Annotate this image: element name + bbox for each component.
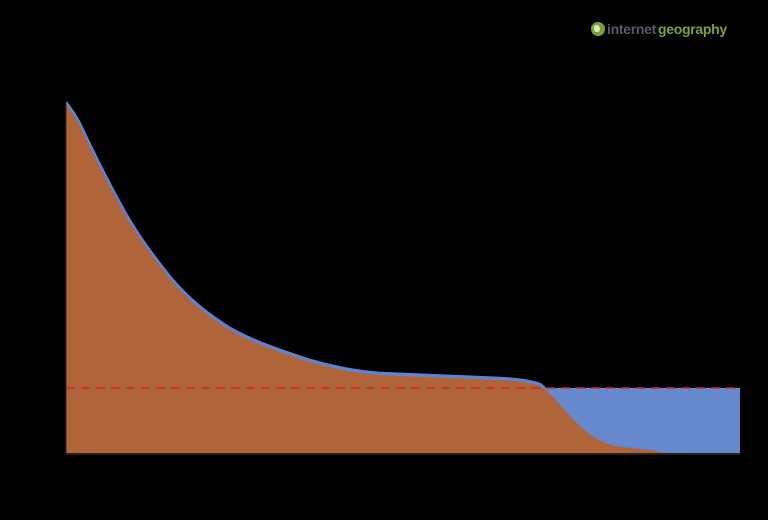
internet-geography-logo: internet geography	[591, 21, 727, 37]
logo-word-geography: geography	[657, 21, 727, 37]
series-brown-area	[66, 104, 665, 453]
series-blue-line	[64, 101, 546, 389]
globe-icon	[591, 22, 605, 36]
logo-word-internet: internet	[607, 21, 656, 37]
